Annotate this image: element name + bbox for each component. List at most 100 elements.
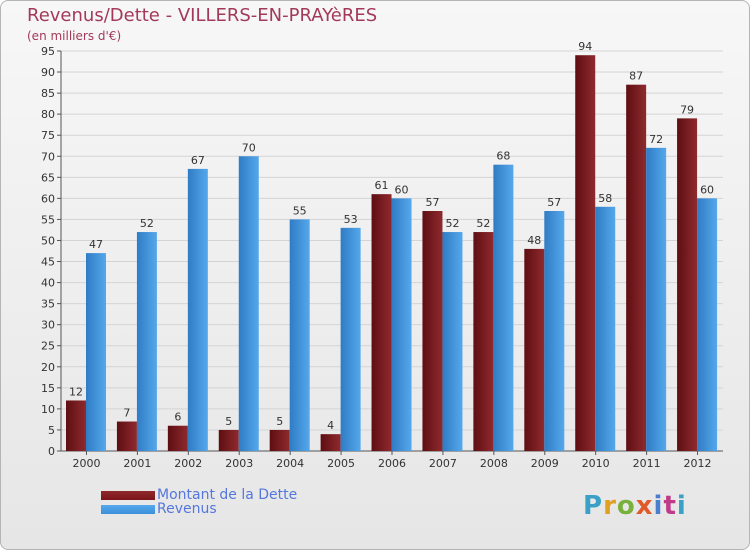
data-label-revenus-2005: 53: [344, 213, 358, 226]
bar-dette-2003: [218, 429, 239, 451]
bar-dette-2010: [575, 55, 596, 452]
x-tick-label-2002: 2002: [174, 457, 202, 470]
bar-dette-2008: [473, 232, 494, 451]
y-tick-label: 35: [41, 298, 55, 311]
x-tick-label-2004: 2004: [276, 457, 304, 470]
data-label-revenus-2003: 70: [242, 141, 256, 154]
y-tick-label: 0: [48, 445, 55, 458]
data-label-dette-2005: 4: [327, 419, 334, 432]
legend-swatch-revenus: [101, 504, 155, 514]
data-label-revenus-2006: 60: [395, 183, 409, 196]
bar-dette-2002: [167, 425, 188, 451]
y-tick-label: 30: [41, 319, 55, 332]
bar-revenus-2010: [595, 206, 616, 451]
chart-title: Revenus/Dette - VILLERS-EN-PRAYèRES: [27, 5, 378, 26]
x-tick-label-2011: 2011: [633, 457, 661, 470]
data-label-dette-2002: 6: [174, 411, 181, 424]
data-label-dette-2004: 5: [276, 415, 283, 428]
bar-revenus-2007: [442, 232, 463, 451]
logo-letter: o: [616, 491, 636, 521]
y-tick-label: 75: [41, 129, 55, 142]
y-tick-label: 20: [41, 361, 55, 374]
bar-revenus-2002: [187, 168, 208, 452]
bar-revenus-2001: [136, 232, 157, 451]
data-label-revenus-2004: 55: [293, 204, 307, 217]
data-label-dette-2011: 87: [629, 70, 643, 83]
data-label-revenus-2000: 47: [89, 238, 103, 251]
data-label-revenus-2002: 67: [191, 154, 205, 167]
proxiti-logo: Proxiti: [583, 491, 687, 521]
y-tick-label: 80: [41, 108, 55, 121]
logo-letter: P: [583, 491, 604, 521]
data-label-dette-2000: 12: [69, 385, 83, 398]
y-tick-label: 40: [41, 277, 55, 290]
bar-revenus-2003: [238, 156, 259, 451]
logo-letter: x: [635, 491, 654, 521]
y-tick-label: 65: [41, 171, 55, 184]
bar-dette-2005: [320, 434, 341, 451]
data-label-revenus-2001: 52: [140, 217, 154, 230]
bar-revenus-2005: [340, 227, 361, 451]
data-label-dette-2003: 5: [225, 415, 232, 428]
data-label-revenus-2012: 60: [700, 183, 714, 196]
data-label-dette-2008: 52: [476, 217, 490, 230]
bar-revenus-2009: [544, 211, 565, 451]
data-label-dette-2009: 48: [527, 234, 541, 247]
bar-revenus-2004: [289, 219, 310, 451]
y-tick-label: 50: [41, 234, 55, 247]
bar-dette-2001: [116, 421, 137, 451]
chart-subtitle: (en milliers d'€): [27, 29, 122, 43]
data-label-revenus-2007: 52: [445, 217, 459, 230]
legend-item-dette: Montant de la Dette: [101, 487, 297, 503]
y-tick-label: 55: [41, 213, 55, 226]
bar-dette-2006: [371, 194, 392, 451]
y-tick-label: 25: [41, 340, 55, 353]
data-label-revenus-2011: 72: [649, 133, 663, 146]
bar-dette-2000: [66, 400, 86, 451]
bar-revenus-2011: [646, 147, 667, 451]
data-label-revenus-2010: 58: [598, 192, 612, 205]
legend-item-revenus: Revenus: [101, 501, 217, 517]
bar-dette-2004: [269, 429, 290, 451]
logo-letter: i: [676, 491, 687, 521]
y-tick-label: 60: [41, 192, 55, 205]
y-tick-label: 15: [41, 382, 55, 395]
data-label-dette-2007: 57: [425, 196, 439, 209]
x-tick-label-2009: 2009: [531, 457, 559, 470]
x-tick-label-2012: 2012: [684, 457, 712, 470]
data-label-revenus-2009: 57: [547, 196, 561, 209]
data-label-dette-2006: 61: [375, 179, 389, 192]
data-label-dette-2001: 7: [123, 407, 130, 420]
x-tick-label-2005: 2005: [327, 457, 355, 470]
logo-letter: i: [653, 491, 664, 521]
y-tick-label: 95: [41, 45, 55, 58]
bar-dette-2012: [677, 118, 698, 452]
bar-dette-2011: [626, 84, 647, 452]
data-label-dette-2012: 79: [680, 103, 694, 116]
y-tick-label: 85: [41, 87, 55, 100]
x-tick-label-2008: 2008: [480, 457, 508, 470]
y-tick-label: 10: [41, 403, 55, 416]
x-tick-label-2006: 2006: [378, 457, 406, 470]
y-tick-label: 5: [48, 424, 55, 437]
y-tick-label: 90: [41, 66, 55, 79]
data-label-dette-2010: 94: [578, 40, 592, 53]
legend-swatch-dette: [101, 490, 155, 500]
bar-dette-2007: [422, 211, 443, 451]
bar-dette-2009: [524, 248, 545, 451]
bar-revenus-2000: [86, 253, 106, 451]
x-tick-label-2003: 2003: [225, 457, 253, 470]
logo-letter: t: [663, 491, 677, 521]
y-tick-label: 45: [41, 256, 55, 269]
legend-label-revenus: Revenus: [157, 501, 217, 517]
x-tick-label-2000: 2000: [72, 457, 100, 470]
data-label-revenus-2008: 68: [496, 150, 510, 163]
y-tick-label: 70: [41, 150, 55, 163]
bar-revenus-2008: [493, 164, 514, 451]
x-tick-label-2007: 2007: [429, 457, 457, 470]
bar-revenus-2012: [697, 198, 718, 451]
logo-letter: r: [603, 491, 617, 521]
x-tick-label-2010: 2010: [582, 457, 610, 470]
